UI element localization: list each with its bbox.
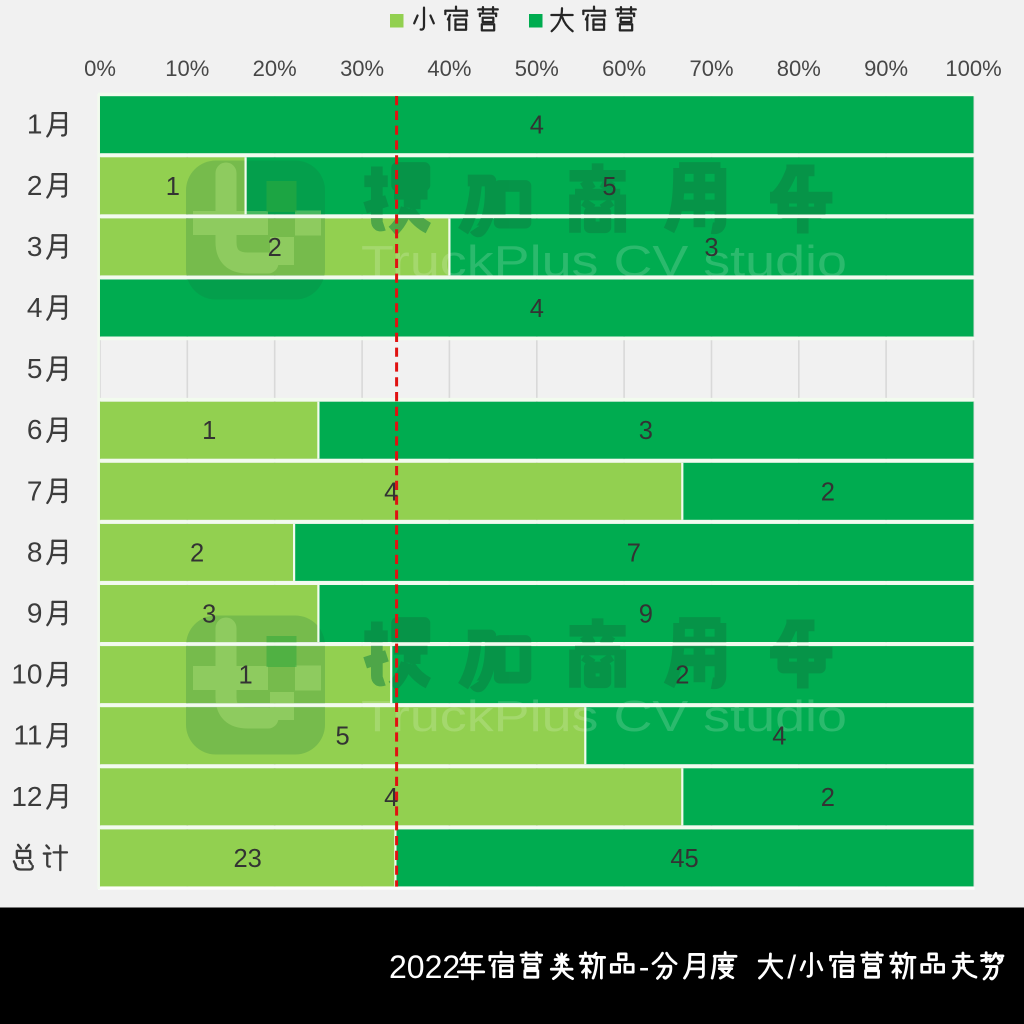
- svg-text:2022: 2022: [389, 949, 460, 985]
- svg-text:1: 1: [239, 662, 253, 690]
- svg-text:4: 4: [772, 723, 786, 751]
- svg-text:90%: 90%: [864, 56, 908, 81]
- svg-text:60%: 60%: [602, 56, 646, 81]
- svg-text:80%: 80%: [777, 56, 821, 81]
- svg-text:5: 5: [27, 353, 43, 384]
- svg-text:7: 7: [627, 539, 641, 567]
- svg-text:8: 8: [27, 536, 43, 567]
- svg-text:50%: 50%: [515, 56, 559, 81]
- svg-text:3: 3: [704, 234, 718, 262]
- svg-text:11: 11: [13, 720, 42, 751]
- svg-text:3: 3: [27, 231, 43, 262]
- svg-text:1: 1: [202, 417, 216, 445]
- svg-text:10%: 10%: [165, 56, 209, 81]
- svg-text:100%: 100%: [945, 56, 1001, 81]
- svg-text:6: 6: [27, 414, 43, 445]
- svg-text:3: 3: [202, 601, 216, 629]
- svg-text:12: 12: [11, 781, 42, 812]
- svg-text:10: 10: [11, 659, 42, 690]
- svg-text:2: 2: [268, 234, 282, 262]
- svg-text:4: 4: [384, 784, 398, 812]
- svg-text:20%: 20%: [253, 56, 297, 81]
- svg-text:2: 2: [675, 662, 689, 690]
- svg-text:4: 4: [530, 112, 544, 140]
- svg-text:9: 9: [639, 601, 653, 629]
- svg-text:-: -: [639, 949, 650, 985]
- svg-text:3: 3: [639, 417, 653, 445]
- svg-text:0%: 0%: [84, 56, 116, 81]
- svg-text:5: 5: [602, 173, 616, 201]
- svg-text:4: 4: [384, 478, 398, 506]
- svg-text:9: 9: [27, 598, 43, 629]
- svg-text:TruckPlus CV studio: TruckPlus CV studio: [361, 692, 847, 741]
- svg-text:40%: 40%: [427, 56, 471, 81]
- svg-text:1: 1: [166, 173, 180, 201]
- svg-text:2: 2: [190, 539, 204, 567]
- svg-text:4: 4: [530, 295, 544, 323]
- svg-text:1: 1: [27, 109, 43, 140]
- svg-text:2: 2: [27, 170, 43, 201]
- svg-text:4: 4: [27, 292, 43, 323]
- svg-text:70%: 70%: [689, 56, 733, 81]
- svg-text:7: 7: [27, 475, 43, 506]
- svg-text:/: /: [787, 949, 796, 985]
- svg-text:2: 2: [821, 478, 835, 506]
- svg-text:30%: 30%: [340, 56, 384, 81]
- svg-text:2: 2: [821, 784, 835, 812]
- svg-text:45: 45: [670, 845, 698, 873]
- svg-text:5: 5: [336, 723, 350, 751]
- svg-text:23: 23: [234, 845, 262, 873]
